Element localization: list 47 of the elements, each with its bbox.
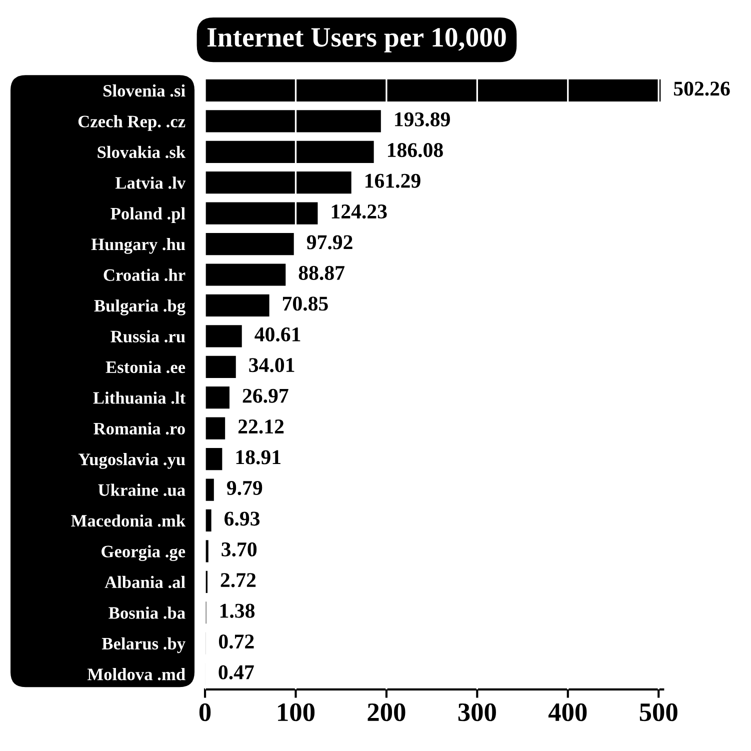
y-tick-label: Russia .ru xyxy=(110,330,186,342)
y-tick-label: Slovakia .sk xyxy=(98,146,186,158)
data-label: 0.47 xyxy=(218,665,254,680)
y-tick-label: Moldova .md xyxy=(87,668,186,680)
y-tick-label: Georgia .ge xyxy=(102,545,186,562)
data-label: 193.89 xyxy=(395,112,450,126)
y-tick-label: Ukraine .ua xyxy=(98,484,186,496)
data-label: 186.08 xyxy=(388,143,443,158)
y-tick-label: Poland .pl xyxy=(110,207,186,224)
data-label: 161.29 xyxy=(366,174,420,188)
data-label: 18.91 xyxy=(236,450,280,464)
y-tick-label: Romania .ro xyxy=(94,422,185,435)
y-tick-label: Hungary .hu xyxy=(91,238,186,254)
y-tick-label: Czech Rep. .cz xyxy=(78,115,186,131)
data-label: 1.38 xyxy=(220,604,255,618)
x-tick-label: 0 xyxy=(199,703,211,722)
y-tick-label: Bosnia .ba xyxy=(108,606,186,619)
chart-title: Internet Users per 10,000 xyxy=(207,28,506,52)
y-tick-label: Latvia .lv xyxy=(115,176,186,189)
data-label: 40.61 xyxy=(254,327,300,342)
x-tick-label: 400 xyxy=(548,703,587,722)
y-tick-label: Slovenia .si xyxy=(104,84,186,97)
y-tick-label: Estonia .ee xyxy=(106,360,186,374)
y-tick-label: Albania .al xyxy=(104,576,186,588)
data-label: 26.97 xyxy=(242,388,288,403)
x-tick-label: 200 xyxy=(368,703,406,722)
y-tick-label: Macedonia .mk xyxy=(71,514,186,527)
data-label: 124.23 xyxy=(332,204,387,219)
data-label: 22.12 xyxy=(238,420,284,434)
data-label: 97.92 xyxy=(306,235,352,250)
x-tick-label: 100 xyxy=(278,703,315,722)
y-tick-label: Croatia .hr xyxy=(104,268,186,282)
y-tick-label: Lithuania .lt xyxy=(93,392,186,404)
x-tick-label: 300 xyxy=(458,703,496,722)
data-label: 9.79 xyxy=(226,480,262,496)
data-label: 2.72 xyxy=(220,573,256,588)
data-label: 70.85 xyxy=(282,296,328,311)
y-tick-label: Bulgaria .bg xyxy=(94,299,186,316)
x-tick-label: 500 xyxy=(640,703,678,722)
data-label: 88.87 xyxy=(298,266,345,280)
y-tick-label: Belarus .by xyxy=(102,637,186,654)
data-label: 6.93 xyxy=(224,512,260,526)
data-label: 0.72 xyxy=(218,634,254,649)
data-label: 34.01 xyxy=(249,358,294,372)
data-label: 3.70 xyxy=(222,542,257,557)
data-label: 502.26 xyxy=(674,82,730,96)
y-tick-label: Yugoslavia .yu xyxy=(78,453,186,469)
